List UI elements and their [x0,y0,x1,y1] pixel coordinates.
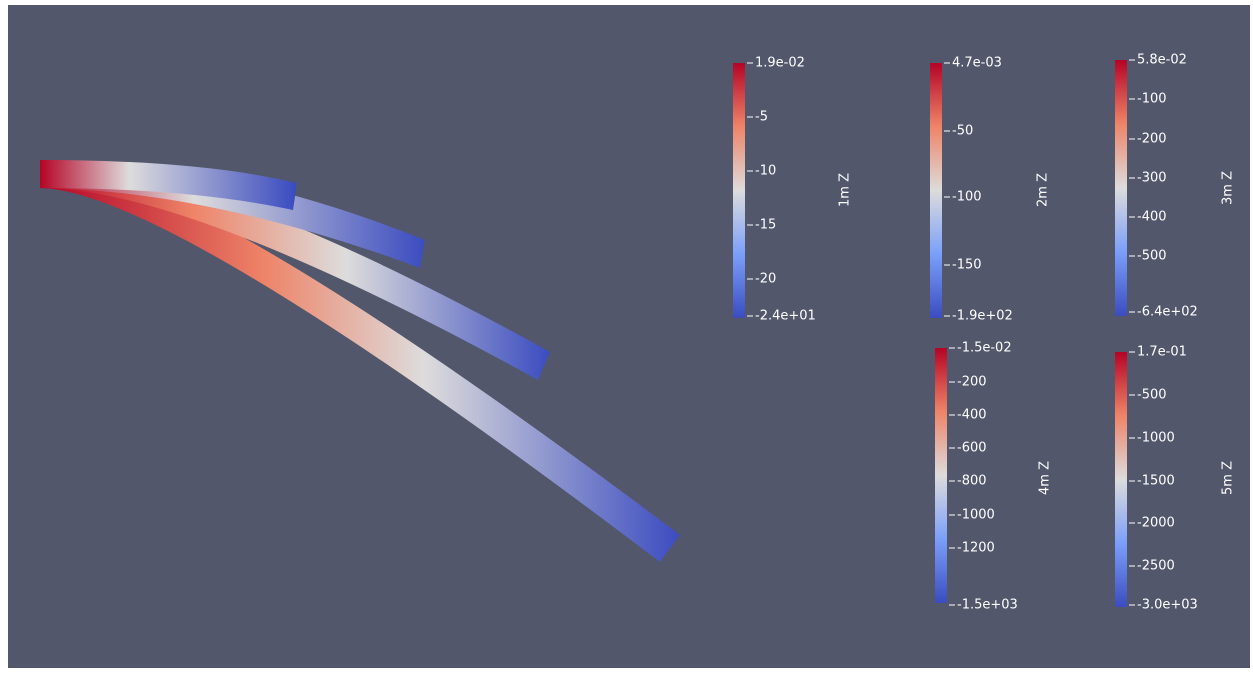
color-bar-label: 1.7e-01 [1137,345,1187,360]
color-bar-label: -2500 [1137,559,1175,574]
color-bar-label: -20 [755,272,776,287]
color-bar [935,348,947,603]
color-bar [733,63,745,318]
color-bar-label: -1200 [957,541,995,556]
color-bar-label: -100 [1137,92,1167,107]
color-bar-label: -500 [1137,388,1167,403]
background [8,5,1250,668]
color-bar-label: -800 [957,474,987,489]
color-bar-label: -200 [957,375,987,390]
color-bar-label: 5.8e-02 [1137,53,1187,68]
color-bar-label: -1.5e-02 [957,341,1012,356]
color-bar-label: -1500 [1137,474,1175,489]
color-bar-label: -1000 [1137,431,1175,446]
color-bar-label: -15 [755,218,776,233]
color-bar-title: 4m Z [1038,461,1053,495]
color-bar-title: 2m Z [1036,173,1051,207]
color-bar-label: -6.4e+02 [1137,305,1198,320]
color-bar-label: -400 [1137,210,1167,225]
color-bar-label: -200 [1137,132,1167,147]
color-bar-label: 4.7e-03 [952,56,1002,71]
color-bar-title: 1m Z [838,173,853,207]
color-bar-title: 5m Z [1221,461,1236,495]
color-bar [1115,60,1127,316]
color-bar-label: -1.9e+02 [952,309,1013,324]
color-bar-label: -5 [755,110,768,125]
color-bar-label: -3.0e+03 [1137,598,1198,613]
color-bar-label: -100 [952,190,982,205]
render-view: 1m Z 1.9e-02 -5 -10 -15 -20 -2.4e+01 2m Z 4.7e-0… [0,0,1253,673]
color-bar-label: -600 [957,441,987,456]
color-bar-label: -2.4e+01 [755,309,816,324]
color-bar-label: -50 [952,124,973,139]
color-bar [930,63,942,318]
color-bar-label: -150 [952,258,982,273]
color-bar-label: 1.9e-02 [755,56,805,71]
color-bar-label: -1000 [957,508,995,523]
color-bar-label: -500 [1137,249,1167,264]
color-bar [1115,352,1127,607]
color-bar-label: -1.5e+03 [957,598,1018,613]
color-bar-label: -10 [755,164,776,179]
color-bar-label: -2000 [1137,516,1175,531]
color-bar-title: 3m Z [1221,171,1236,205]
color-bar-label: -400 [957,408,987,423]
color-bar-label: -300 [1137,171,1167,186]
